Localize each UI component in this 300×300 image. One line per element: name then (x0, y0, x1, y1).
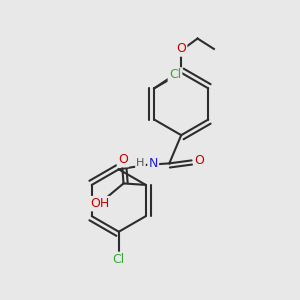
Text: H: H (136, 158, 145, 168)
Text: N: N (148, 157, 158, 170)
Text: Cl: Cl (169, 68, 181, 82)
Text: Cl: Cl (113, 253, 125, 266)
Text: O: O (194, 154, 204, 167)
Text: OH: OH (91, 197, 110, 210)
Text: O: O (176, 42, 186, 56)
Text: O: O (118, 153, 128, 166)
